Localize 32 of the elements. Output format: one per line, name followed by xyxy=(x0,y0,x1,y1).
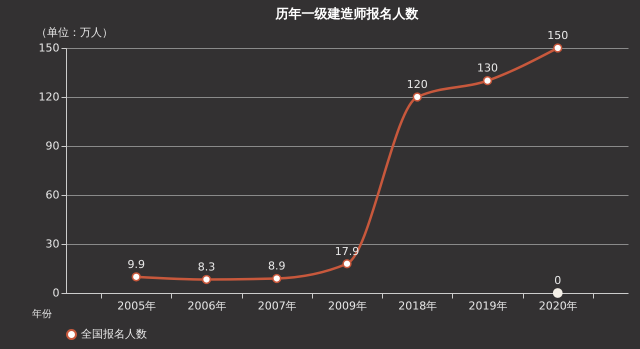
x-tick-label: 2007年 xyxy=(258,300,297,312)
legend-label: 全国报名人数 xyxy=(81,328,147,340)
y-tick-label: 120 xyxy=(38,90,60,104)
y-tick-label: 90 xyxy=(46,140,60,152)
point xyxy=(412,92,422,102)
y-tick-label: 30 xyxy=(46,238,60,250)
point xyxy=(553,43,562,53)
point xyxy=(202,274,212,284)
point xyxy=(552,288,563,298)
data-label: 130 xyxy=(477,62,498,75)
point xyxy=(272,274,282,284)
x-tick-label: 2018年 xyxy=(398,300,438,312)
data-label: 0 xyxy=(554,274,562,287)
x-tick-label: 2020年 xyxy=(538,300,578,312)
x-tick-label: 2005年 xyxy=(117,300,156,312)
point xyxy=(482,76,492,86)
data-label: 9.9 xyxy=(128,258,145,271)
chart-title: 历年一级建造师报名人数 xyxy=(274,7,420,22)
x-tick-label: 2019年 xyxy=(468,300,508,312)
x-axis-title: 年份 xyxy=(32,308,52,320)
data-label: 8.3 xyxy=(198,260,216,274)
point xyxy=(342,259,352,268)
x-tick-label: 2009年 xyxy=(328,300,367,312)
data-label: 120 xyxy=(406,78,428,91)
point xyxy=(132,272,141,282)
y-tick-label: 0 xyxy=(52,286,60,300)
y-tick-label: 150 xyxy=(38,42,60,54)
data-label: 8.9 xyxy=(268,259,286,272)
y-tick-label: 60 xyxy=(46,188,60,202)
x-tick-label: 2006年 xyxy=(188,300,226,312)
y-axis-title: （单位：万人） xyxy=(36,26,113,39)
data-label: 150 xyxy=(547,29,568,42)
